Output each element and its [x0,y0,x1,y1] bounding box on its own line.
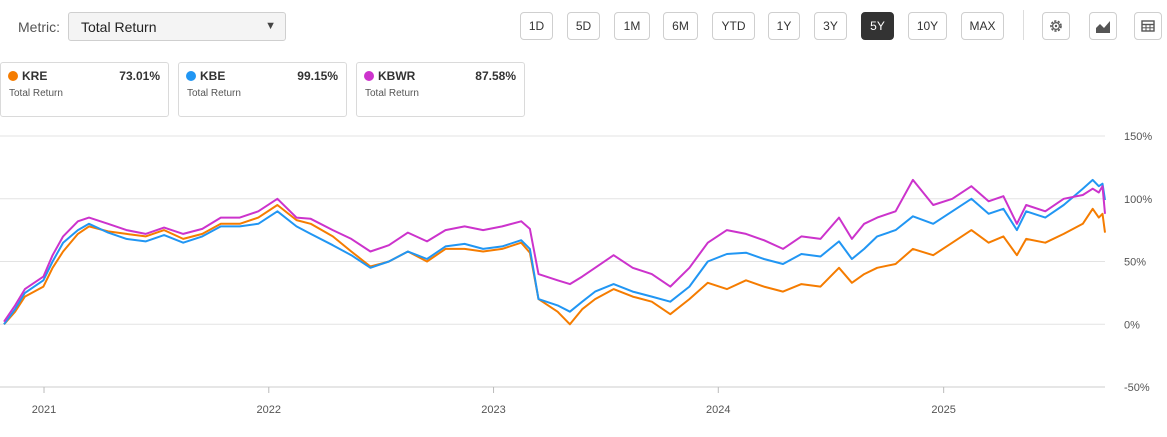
series-color-dot [186,71,196,81]
y-tick-label: 150% [1124,131,1152,143]
area-chart-icon [1096,21,1110,33]
x-tick-label: 2024 [706,404,730,416]
x-tick-label: 2021 [32,404,56,416]
metric-select[interactable]: Total Return ▼ [68,12,286,41]
chart-type-button[interactable] [1089,12,1117,40]
table-icon [1141,20,1155,32]
range-button-5d[interactable]: 5D [567,12,600,40]
range-button-max[interactable]: MAX [961,12,1004,40]
legend-card-kre[interactable]: KRE 73.01% Total Return [0,62,169,117]
x-tick-label: 2025 [931,404,955,416]
legend-ticker: KRE [22,69,48,83]
range-button-5y[interactable]: 5Y [861,12,894,40]
range-button-3y[interactable]: 3Y [814,12,847,40]
legend-metric: Total Return [187,88,241,99]
legend-card-kbwr[interactable]: KBWR 87.58% Total Return [356,62,525,117]
chevron-down-icon: ▼ [265,20,276,32]
x-tick-label: 2022 [257,404,281,416]
range-button-6m[interactable]: 6M [663,12,698,40]
metric-value: Total Return [81,19,157,35]
legend-metric: Total Return [365,88,419,99]
legend-metric: Total Return [9,88,63,99]
series-line-kre[interactable] [3,204,1106,326]
series-lines [3,178,1106,326]
gridlines [0,135,1105,388]
y-tick-label: 0% [1124,319,1140,331]
range-button-ytd[interactable]: YTD [712,12,755,40]
range-button-10y[interactable]: 10Y [908,12,947,40]
series-color-dot [8,71,18,81]
x-tick-label: 2023 [481,404,505,416]
y-tick-label: 50% [1124,257,1146,269]
legend-value: 87.58% [475,69,516,83]
settings-button[interactable] [1042,12,1070,40]
legend-value: 99.15% [297,69,338,83]
table-view-button[interactable] [1134,12,1162,40]
metric-label: Metric: [18,19,60,35]
legend-value: 73.01% [119,69,160,83]
y-tick-label: 100% [1124,194,1152,206]
series-line-kbwr[interactable] [3,178,1106,323]
series-color-dot [364,71,374,81]
axes: 150% 100% 50% 0% -50% 2021 2022 2023 2024 2025 [0,131,1152,416]
y-tick-label: -50% [1124,382,1150,394]
legend-ticker: KBWR [378,69,416,83]
legend-card-kbe[interactable]: KBE 99.15% Total Return [178,62,347,117]
gear-icon [1050,20,1062,32]
legend-ticker: KBE [200,69,226,83]
range-button-1d[interactable]: 1D [520,12,553,40]
toolbar: Metric: Total Return ▼ 1D 5D 1M 6M YTD 1… [0,0,1167,52]
range-button-1m[interactable]: 1M [614,12,650,40]
range-button-1y[interactable]: 1Y [768,12,800,40]
toolbar-divider [1023,10,1024,40]
series-line-kbe[interactable] [3,178,1106,325]
